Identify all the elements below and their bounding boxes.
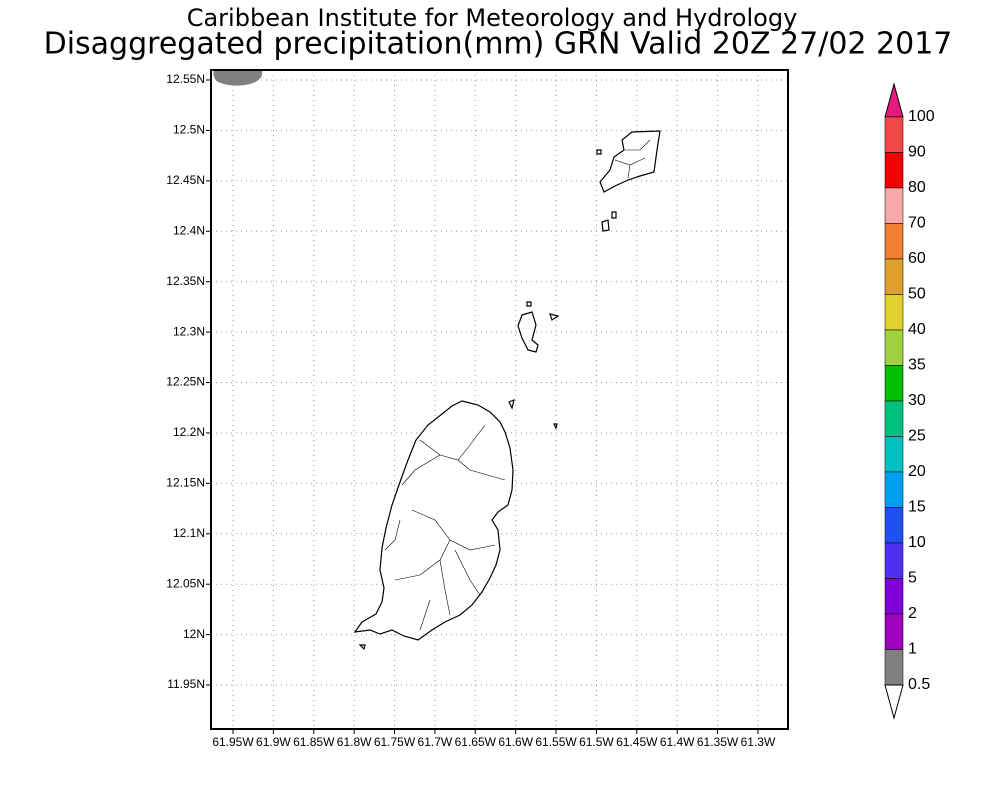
colorbar-label: 10 <box>908 534 926 551</box>
colorbar-segment <box>884 578 904 615</box>
colorbar-label: 25 <box>908 428 926 445</box>
map-frame <box>210 69 789 730</box>
lon-label: 61.5W <box>579 735 614 749</box>
colorbar-label: 15 <box>908 499 926 516</box>
colorbar-segment <box>884 613 904 650</box>
lat-label: 12.1N <box>173 526 205 540</box>
lat-label: 12N <box>183 627 205 641</box>
lat-label: 12.4N <box>173 223 205 237</box>
colorbar-segment <box>884 294 904 331</box>
colorbar-segment <box>884 649 904 686</box>
lat-label: 12.15N <box>166 476 205 490</box>
colorbar-segment <box>884 507 904 544</box>
colorbar-segment <box>884 187 904 224</box>
colorbar-segment <box>884 329 904 366</box>
lon-label: 61.55W <box>535 735 577 749</box>
lat-label: 12.55N <box>166 72 205 86</box>
lon-label: 61.65W <box>455 735 497 749</box>
lon-label: 61.3W <box>741 735 776 749</box>
colorbar-label: 100 <box>908 108 935 125</box>
colorbar-label: 2 <box>908 605 917 622</box>
colorbar-label: 40 <box>908 321 926 338</box>
colorbar: 100 90 80 70 60 50 40 35 30 25 20 15 10 5 2 1 0.5 <box>884 82 935 720</box>
colorbar-segment <box>884 223 904 260</box>
lon-label: 61.45W <box>616 735 658 749</box>
lat-label: 12.35N <box>166 274 205 288</box>
colorbar-label: 60 <box>908 250 926 267</box>
colorbar-label: 5 <box>908 570 917 587</box>
colorbar-segment <box>884 258 904 295</box>
lon-label: 61.6W <box>498 735 533 749</box>
colorbar-label: 70 <box>908 215 926 232</box>
lat-label: 12.3N <box>173 324 205 338</box>
colorbar-label: 0.5 <box>908 676 930 693</box>
colorbar-label: 90 <box>908 144 926 161</box>
colorbar-bottom-triangle <box>884 684 904 720</box>
lon-label: 61.85W <box>293 735 335 749</box>
lon-label: 61.35W <box>697 735 739 749</box>
lon-label: 61.4W <box>660 735 695 749</box>
colorbar-segment <box>884 116 904 153</box>
grenada-island <box>353 399 558 651</box>
lon-label: 61.9W <box>256 735 291 749</box>
subtitle: Disaggregated precipitation(mm) GRN Vali… <box>44 27 953 62</box>
lon-label: 61.8W <box>337 735 372 749</box>
islands-north <box>517 130 661 353</box>
colorbar-segment <box>884 436 904 473</box>
lon-label: 61.7W <box>418 735 453 749</box>
lon-label: 61.95W <box>212 735 254 749</box>
colorbar-label: 1 <box>908 641 917 658</box>
colorbar-segment <box>884 471 904 508</box>
colorbar-label: 30 <box>908 392 926 409</box>
colorbar-segment <box>884 152 904 189</box>
colorbar-segment <box>884 365 904 402</box>
lon-label: 61.75W <box>374 735 416 749</box>
precip-area <box>213 70 263 86</box>
lat-label: 12.25N <box>166 375 205 389</box>
colorbar-label: 20 <box>908 463 926 480</box>
title: Caribbean Institute for Meteorology and … <box>187 4 798 32</box>
colorbar-label: 50 <box>908 286 926 303</box>
colorbar-label: 80 <box>908 179 926 196</box>
colorbar-segment <box>884 400 904 437</box>
lat-label: 12.5N <box>173 123 205 137</box>
lat-label: 12.2N <box>173 425 205 439</box>
colorbar-segment <box>884 542 904 579</box>
colorbar-label: 35 <box>908 357 926 374</box>
lat-label: 12.45N <box>166 173 205 187</box>
grid: 12.55N 12.5N 12.45N 12.4N 12.35N 12.3N 12.25N 1… <box>166 70 788 749</box>
lat-label: 11.95N <box>167 677 205 691</box>
lat-label: 12.05N <box>166 576 205 590</box>
